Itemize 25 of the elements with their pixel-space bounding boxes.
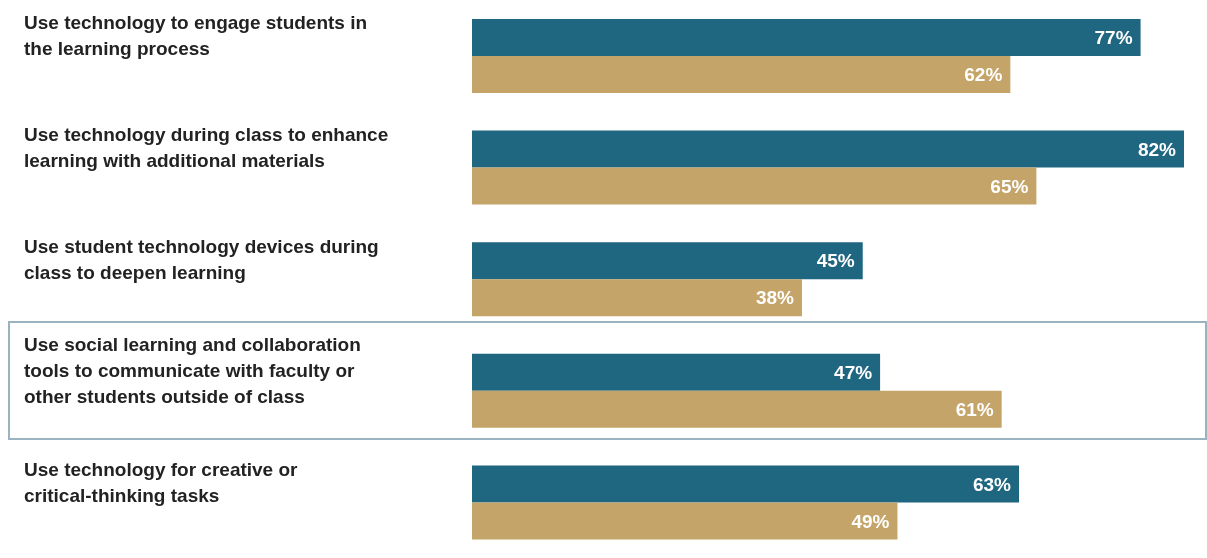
data-label: 47% [834, 361, 873, 383]
data-label: 38% [755, 287, 795, 309]
y-tick-label: Use technology to engage students in the learning process [24, 12, 368, 60]
bar [472, 390, 1002, 428]
bar [472, 130, 1184, 168]
data-label: 65% [990, 175, 1029, 197]
data-label: 77% [1094, 27, 1133, 49]
bar [472, 242, 863, 280]
y-tick-label: Use student technology devices during class to deepen learning [24, 235, 379, 283]
bar [472, 56, 1011, 93]
y-tick-label: Use technology for creative or critical-thinking tasks [24, 458, 299, 506]
bar [472, 167, 1037, 205]
data-label: 61% [955, 398, 994, 420]
y-tick-label: Use technology during class to enhance learning with additional materials [24, 124, 389, 172]
data-label: 45% [816, 250, 855, 272]
bar [472, 353, 881, 391]
data-label: 63% [972, 473, 1012, 495]
data-label: 62% [964, 64, 1003, 86]
bar [472, 502, 898, 540]
bar [472, 465, 1020, 503]
y-tick-label: Use social learning and collaboration tools to communicate with faculty or other students outside of class [24, 334, 361, 408]
bar [472, 19, 1141, 56]
data-label: 49% [851, 510, 890, 532]
bar [472, 279, 802, 317]
data-label: 82% [1137, 138, 1177, 160]
